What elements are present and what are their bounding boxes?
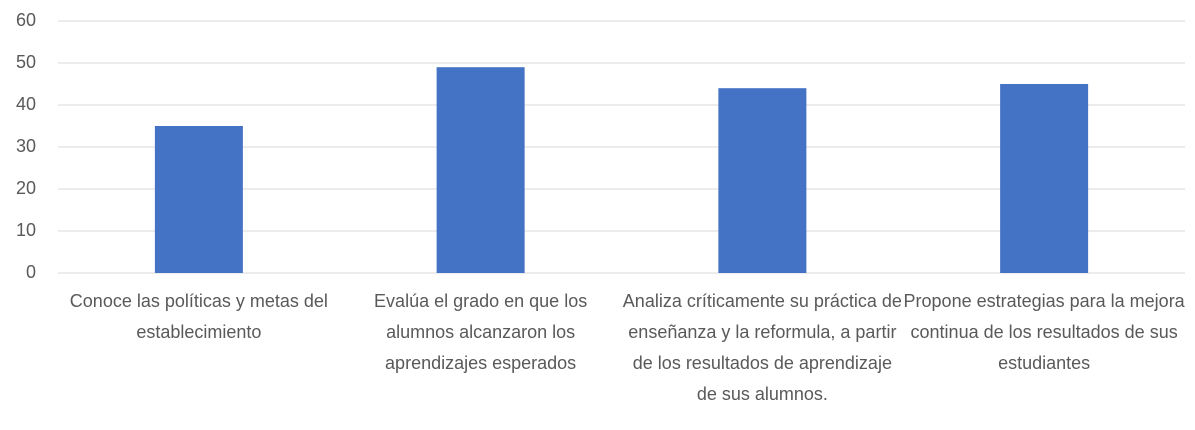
y-tick-label: 20 [16, 178, 36, 198]
x-tick-label: Propone estrategias para la mejora conti… [903, 291, 1185, 373]
bar [1000, 84, 1089, 273]
y-tick-label: 30 [16, 136, 36, 156]
y-tick-label: 50 [16, 52, 36, 72]
y-tick-label: 0 [26, 262, 36, 282]
y-tick-label: 60 [16, 10, 36, 30]
bar [436, 67, 525, 273]
bar [154, 126, 243, 273]
y-tick-label: 40 [16, 94, 36, 114]
x-tick-label: Analiza críticamente su práctica de ense… [622, 291, 902, 404]
x-tick-label: Evalúa el grado en que los alumnos alcan… [374, 291, 588, 373]
x-tick-label: Conoce las políticas y metas del estable… [69, 291, 328, 342]
y-tick-label: 10 [16, 220, 36, 240]
bar [718, 88, 807, 273]
